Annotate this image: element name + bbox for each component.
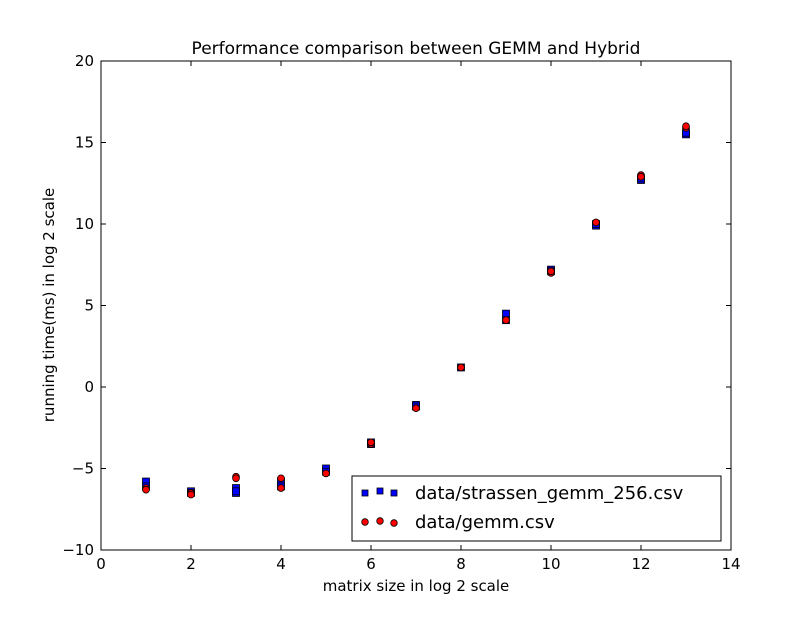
legend-label-gemm: data/gemm.csv (415, 512, 555, 533)
data-point-gemm (592, 218, 600, 227)
y-tick-label: −5 (72, 460, 94, 478)
data-point-gemm (547, 267, 555, 276)
y-tick-label: 20 (75, 52, 94, 70)
legend-marker-square (376, 487, 384, 495)
data-point-gemm (412, 404, 420, 412)
x-tick-label: 8 (456, 555, 466, 573)
y-tick-label: 0 (84, 378, 94, 396)
x-tick-label: 6 (366, 555, 376, 573)
legend-marker-square (390, 489, 398, 497)
chart-title: Performance comparison between GEMM and … (192, 39, 641, 59)
x-tick-label: 0 (96, 555, 106, 573)
x-axis-label: matrix size in log 2 scale (323, 577, 510, 595)
y-tick-label: 5 (84, 297, 94, 315)
y-tick-label: −10 (62, 541, 94, 559)
data-point-strassen (232, 487, 240, 496)
y-tick-label: 15 (75, 134, 94, 152)
y-tick-label: 10 (75, 215, 94, 233)
legend-label-strassen: data/strassen_gemm_256.csv (415, 483, 684, 504)
x-tick-label: 2 (186, 555, 196, 573)
legend-entry-gemm: data/gemm.csv (361, 512, 555, 533)
legend: data/strassen_gemm_256.csv data/gemm.csv (351, 475, 722, 542)
legend-marker-circle (361, 518, 369, 526)
data-point-gemm (232, 474, 240, 483)
data-point-gemm (277, 474, 285, 483)
x-tick-label: 4 (276, 555, 286, 573)
legend-entry-strassen: data/strassen_gemm_256.csv (361, 483, 684, 504)
data-point-gemm (502, 316, 510, 324)
y-axis-label: running time(ms) in log 2 scale (40, 188, 58, 422)
data-point-gemm (277, 484, 285, 492)
data-point-gemm (187, 490, 195, 499)
data-point-gemm (457, 363, 465, 372)
legend-marker-circle (390, 519, 398, 527)
data-point-gemm (322, 469, 330, 478)
x-tick-label: 14 (721, 555, 740, 573)
legend-marker-circle (376, 517, 384, 525)
data-point-gemm (142, 485, 150, 494)
data-point-gemm (367, 438, 375, 447)
plot-area: 0 2 4 6 8 10 12 14 −10 −5 0 5 10 15 20 (62, 52, 740, 573)
x-tick-label: 10 (541, 555, 560, 573)
data-point-gemm (682, 122, 690, 130)
x-tick-label: 12 (631, 555, 650, 573)
legend-box (351, 475, 722, 542)
data-point-strassen (502, 309, 510, 318)
data-point-gemm (637, 172, 645, 181)
legend-marker-square (361, 489, 369, 497)
